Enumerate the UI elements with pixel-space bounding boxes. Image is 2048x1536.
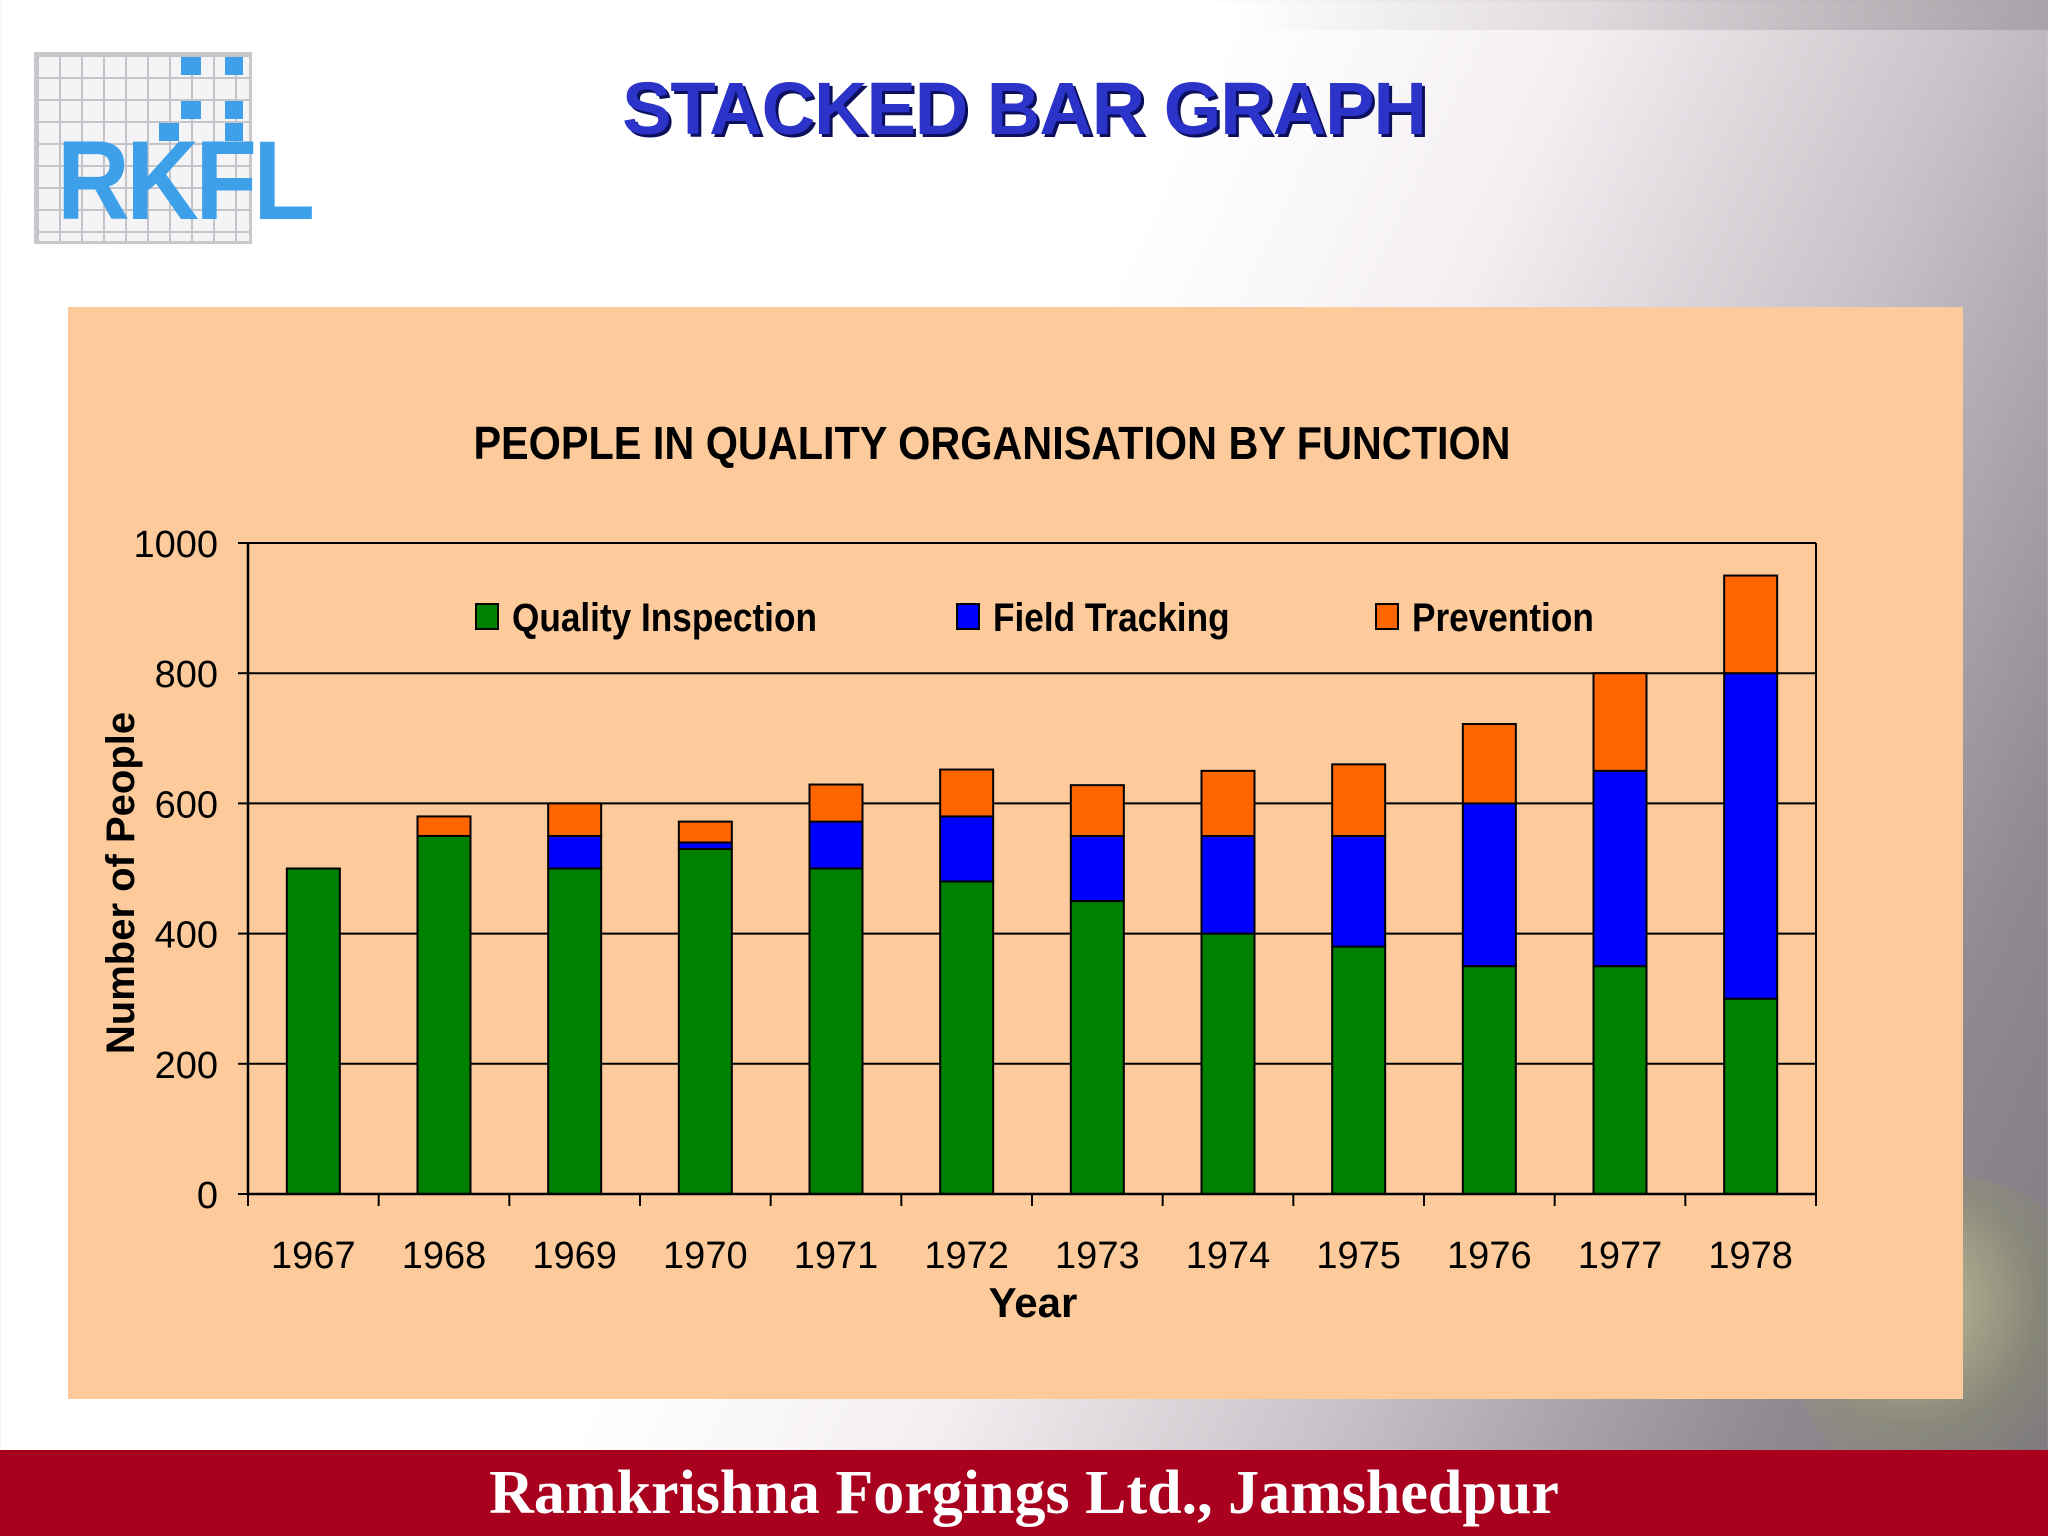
bar-field-tracking-1973 xyxy=(1069,834,1125,903)
x-tick-label: 1978 xyxy=(1708,1235,1793,1277)
bar-quality-inspection-1970 xyxy=(677,847,733,1195)
bar-field-tracking-1977 xyxy=(1592,769,1648,968)
bar-quality-inspection-1976 xyxy=(1461,965,1517,1196)
bar-prevention-1978 xyxy=(1723,574,1779,675)
bar-quality-inspection-1967 xyxy=(285,867,341,1195)
y-tick-label: 400 xyxy=(155,915,218,957)
bar-prevention-1969 xyxy=(547,802,603,837)
bar-prevention-1976 xyxy=(1461,722,1517,805)
x-tick-label: 1976 xyxy=(1447,1235,1532,1277)
bar-field-tracking-1974 xyxy=(1200,834,1256,935)
stacked-bar-chart: PEOPLE IN QUALITY ORGANISATION BY FUNCTI… xyxy=(99,418,1817,1326)
bar-quality-inspection-1978 xyxy=(1723,997,1779,1196)
legend-label: Quality Inspection xyxy=(512,595,817,640)
bar-quality-inspection-1969 xyxy=(547,867,603,1195)
bar-prevention-1975 xyxy=(1331,763,1387,837)
company-logo: RKFL xyxy=(34,52,315,244)
x-tick-label: 1969 xyxy=(532,1235,617,1277)
bar-prevention-1973 xyxy=(1069,784,1125,837)
x-tick-label: 1977 xyxy=(1578,1235,1663,1277)
legend-swatch-quality-inspection xyxy=(475,603,499,630)
bar-field-tracking-1975 xyxy=(1331,834,1387,948)
bar-quality-inspection-1974 xyxy=(1200,932,1256,1195)
bar-field-tracking-1969 xyxy=(547,834,603,870)
gridlines xyxy=(248,542,1816,1065)
y-tick-label: 200 xyxy=(155,1045,218,1087)
logo-text: RKFL xyxy=(57,118,315,243)
legend-swatch-field-tracking xyxy=(956,603,980,630)
bar-prevention-1971 xyxy=(808,783,864,823)
bar-quality-inspection-1971 xyxy=(808,867,864,1195)
x-tick-label: 1974 xyxy=(1186,1235,1271,1277)
x-tick-label: 1972 xyxy=(924,1235,1009,1277)
y-tick-label: 1000 xyxy=(133,524,218,566)
bar-prevention-1974 xyxy=(1200,769,1256,837)
y-tick-label: 600 xyxy=(155,784,218,826)
bar-prevention-1977 xyxy=(1592,672,1648,772)
legend-swatch-prevention xyxy=(1375,603,1399,630)
background-shade xyxy=(0,0,2048,30)
legend: Quality Inspection Field Tracking Preventi… xyxy=(475,595,1594,640)
bars xyxy=(285,574,1779,1196)
x-tick-label: 1971 xyxy=(794,1235,879,1277)
bar-quality-inspection-1977 xyxy=(1592,965,1648,1196)
bar-quality-inspection-1968 xyxy=(416,834,472,1195)
x-tick-label: 1968 xyxy=(402,1235,487,1277)
y-tick-label: 800 xyxy=(155,654,218,696)
bar-prevention-1970 xyxy=(677,820,733,844)
y-axis-label: Number of People xyxy=(99,712,143,1054)
bar-field-tracking-1972 xyxy=(939,815,995,883)
bar-quality-inspection-1972 xyxy=(939,880,995,1196)
legend-label: Prevention xyxy=(1412,595,1594,640)
bar-quality-inspection-1973 xyxy=(1069,900,1125,1195)
x-tick-label: 1970 xyxy=(663,1235,748,1277)
legend-label: Field Tracking xyxy=(993,595,1230,640)
bar-prevention-1972 xyxy=(939,768,995,818)
bar-field-tracking-1978 xyxy=(1723,672,1779,1000)
slide-title: STACKED BAR GRAPH xyxy=(622,67,1427,150)
bar-prevention-1968 xyxy=(416,815,472,837)
bar-quality-inspection-1975 xyxy=(1331,945,1387,1195)
x-axis-label: Year xyxy=(989,1279,1078,1326)
x-tick-label: 1975 xyxy=(1316,1235,1401,1277)
footer-banner: Ramkrishna Forgings Ltd., Jamshedpur xyxy=(0,1450,2048,1536)
axes: 0 200 400 600 800 1000 1967 1968 1969 1970 1971 197… xyxy=(133,524,1817,1277)
chart-title: PEOPLE IN QUALITY ORGANISATION BY FUNCTI… xyxy=(473,418,1510,470)
y-tick-label: 0 xyxy=(197,1175,218,1217)
x-tick-label: 1967 xyxy=(271,1235,356,1277)
bar-field-tracking-1976 xyxy=(1461,802,1517,968)
bar-field-tracking-1971 xyxy=(808,820,864,870)
x-tick-label: 1973 xyxy=(1055,1235,1140,1277)
